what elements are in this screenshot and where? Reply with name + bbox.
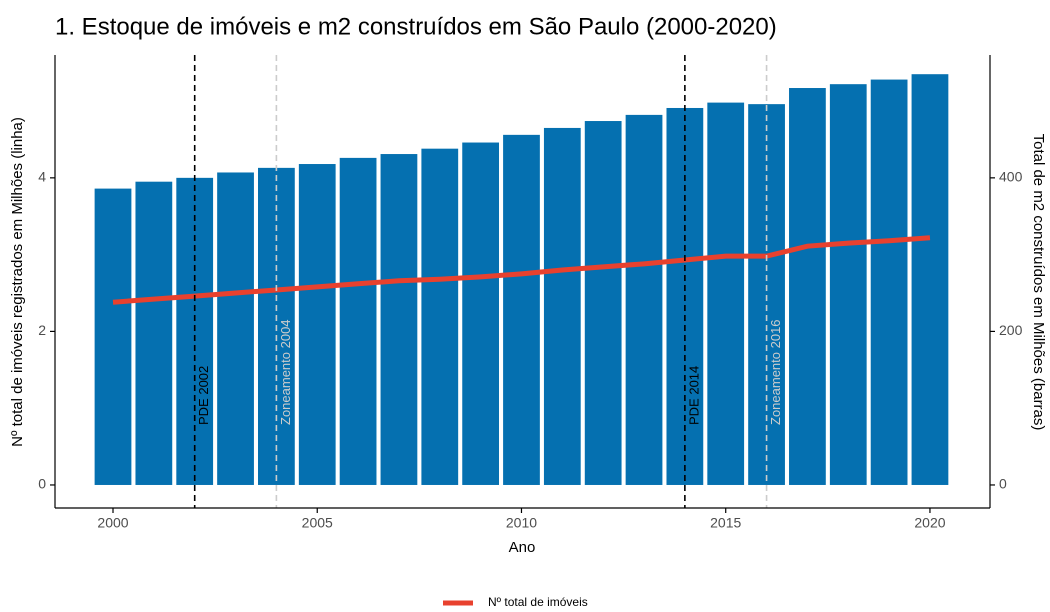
bar	[421, 148, 459, 485]
bar	[789, 88, 826, 485]
y-tick-label: 0	[38, 476, 46, 492]
bar	[298, 164, 336, 485]
bar	[135, 181, 173, 485]
y2-tick-label: 200	[999, 322, 1023, 338]
y2-tick-label: 0	[999, 476, 1007, 492]
bar	[543, 127, 581, 485]
x-tick-label: 2010	[506, 515, 537, 531]
annotation-label: Zoneamento 2016	[768, 319, 783, 425]
x-tick-label: 2000	[97, 515, 128, 531]
y2-tick-label: 400	[999, 169, 1023, 185]
line	[112, 235, 931, 305]
bar	[462, 142, 500, 485]
y-axis-title: Nº total de imóveis registrados em Milhõ…	[9, 117, 26, 447]
bar	[339, 157, 377, 485]
chart-title: 1. Estoque de imóveis e m2 construídos e…	[55, 13, 777, 40]
legend-label: Nº total de imóveis	[488, 595, 588, 609]
bar	[94, 188, 132, 485]
annotation-label: PDE 2002	[196, 366, 211, 425]
bar	[707, 102, 745, 485]
x-tick-label: 2005	[302, 515, 333, 531]
bar	[503, 134, 540, 485]
bar	[584, 121, 622, 485]
y-tick-label: 2	[38, 322, 46, 338]
bar	[870, 79, 908, 485]
x-axis-title: Ano	[509, 539, 536, 556]
bar	[625, 114, 663, 485]
bar	[380, 154, 418, 485]
x-tick-label: 2020	[914, 515, 945, 531]
annotation-label: PDE 2014	[686, 366, 701, 425]
y2-axis-title: Total de m2 construídos em Milhões (barr…	[1030, 134, 1047, 431]
x-tick-label: 2015	[710, 515, 741, 531]
annotation-label: Zoneamento 2004	[278, 319, 293, 425]
bar	[829, 84, 867, 485]
bar	[911, 74, 949, 485]
bar	[217, 172, 254, 485]
y-tick-label: 4	[38, 169, 46, 185]
